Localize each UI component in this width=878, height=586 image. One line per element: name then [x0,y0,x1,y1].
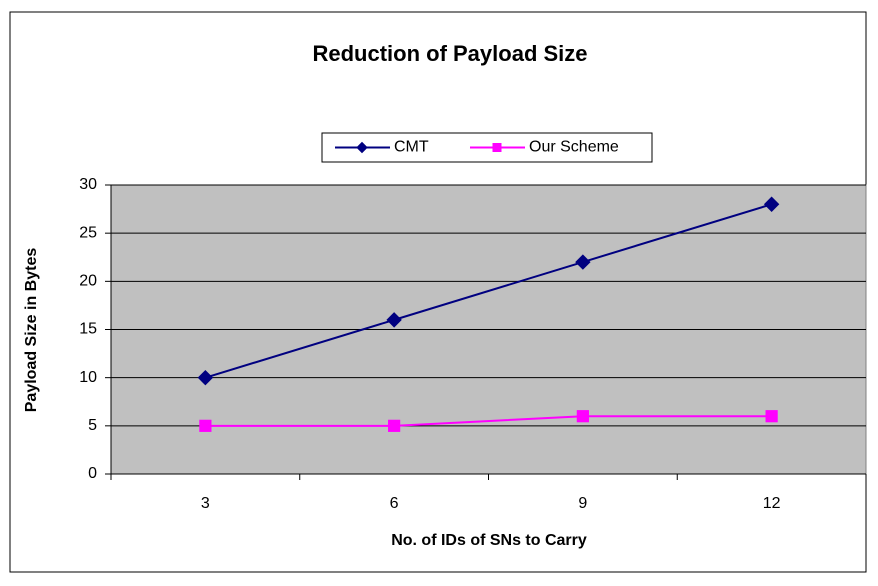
y-tick-label: 15 [79,321,97,338]
x-tick-label: 12 [763,495,781,512]
marker [386,312,402,328]
x-tick-label: 9 [578,495,587,512]
x-axis-label: No. of IDs of SNs to Carry [391,532,587,549]
y-tick-label: 25 [79,224,97,241]
marker [197,369,214,386]
series-line [205,415,772,427]
marker [492,143,502,152]
y-tick-label: 30 [79,176,97,193]
legend-label: Our Scheme [529,139,619,156]
y-tick-label: 0 [88,465,97,482]
marker [388,419,401,432]
y-tick-label: 10 [79,369,97,386]
chart-title: Reduction of Payload Size [312,41,587,66]
series-line [205,203,772,379]
marker [576,410,589,423]
y-tick-label: 20 [79,273,97,290]
legend-label: CMT [394,139,429,156]
y-tick-label: 5 [88,417,97,434]
x-tick-label: 6 [390,495,399,512]
x-tick-label: 3 [201,495,210,512]
marker [199,419,212,432]
marker [575,254,591,270]
y-axis-label: Payload Size in Bytes [23,248,40,413]
marker [356,141,368,154]
marker [763,196,780,212]
marker [765,410,778,423]
